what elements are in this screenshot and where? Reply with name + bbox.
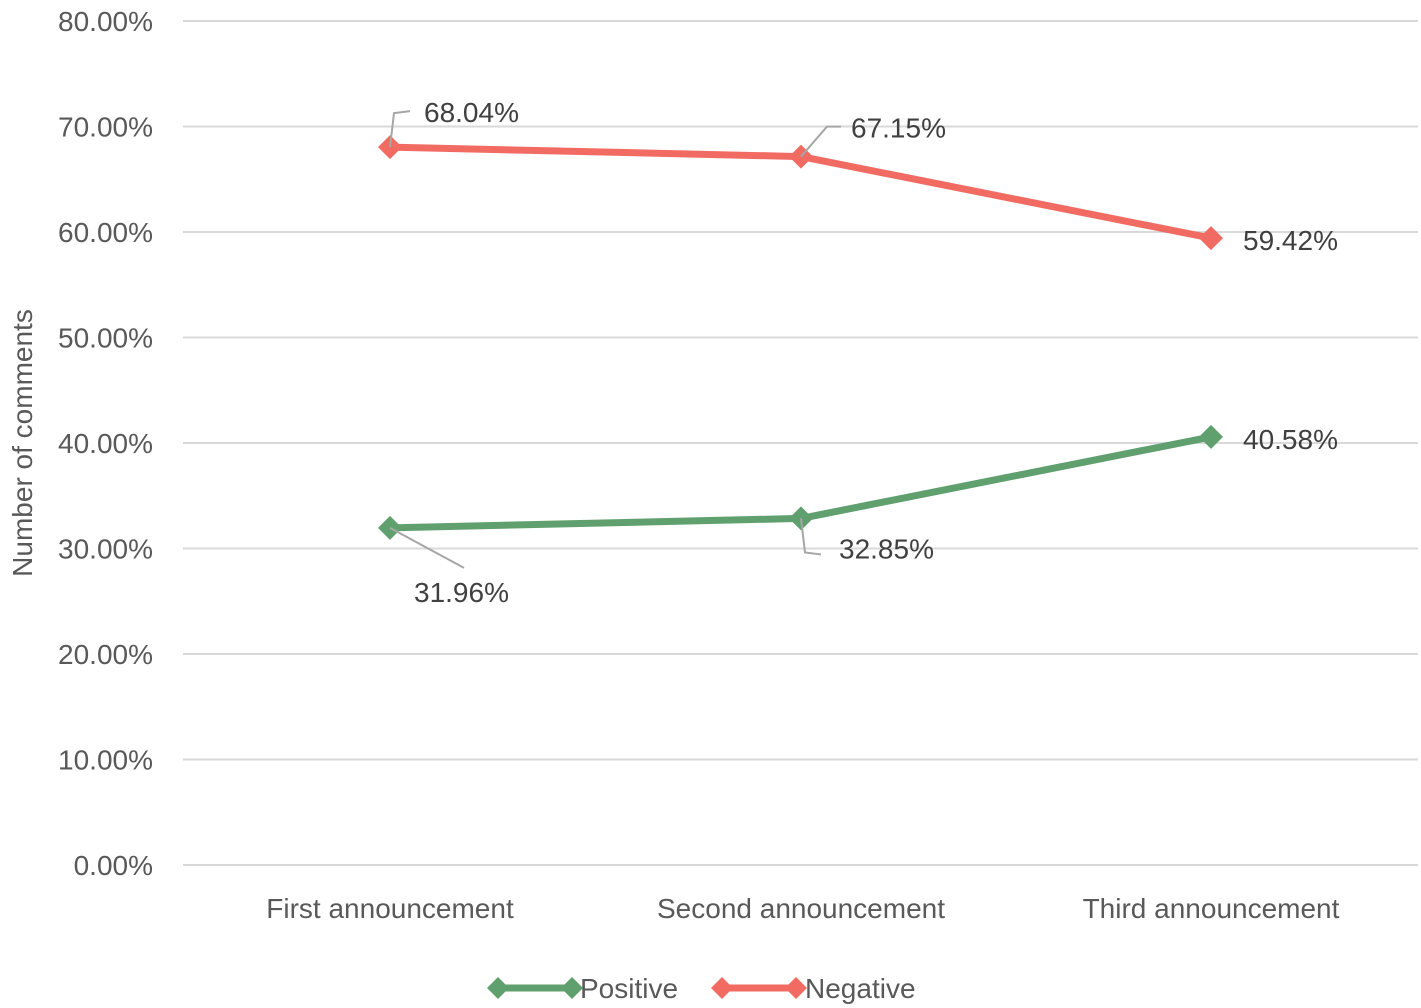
y-tick-label: 20.00% bbox=[58, 639, 153, 670]
data-label: 40.58% bbox=[1243, 424, 1338, 455]
y-tick-label: 40.00% bbox=[58, 428, 153, 459]
legend-item-positive[interactable]: Positive bbox=[487, 973, 678, 1004]
x-tick-label: Second announcement bbox=[657, 893, 945, 924]
legend-marker bbox=[711, 977, 733, 999]
y-tick-label: 80.00% bbox=[58, 6, 153, 37]
data-label: 31.96% bbox=[414, 577, 509, 608]
x-tick-label: Third announcement bbox=[1083, 893, 1340, 924]
leader-line bbox=[800, 125, 841, 158]
x-tick-label: First announcement bbox=[266, 893, 514, 924]
y-tick-label: 60.00% bbox=[58, 217, 153, 248]
y-axis-title: Number of comments bbox=[7, 309, 38, 577]
legend-item-negative[interactable]: Negative bbox=[711, 973, 916, 1004]
legend-marker bbox=[487, 977, 509, 999]
y-tick-label: 0.00% bbox=[74, 850, 153, 881]
gridlines bbox=[183, 20, 1418, 866]
x-axis: First announcement Second announcement Thi… bbox=[266, 893, 1339, 924]
data-labels: 31.96% 32.85% 40.58% 68.04% 67.15% 59.42% bbox=[389, 97, 1338, 608]
data-point-marker bbox=[1199, 226, 1223, 251]
leader-line bbox=[389, 526, 465, 569]
data-label: 67.15% bbox=[851, 113, 946, 144]
legend-label: Negative bbox=[805, 973, 916, 1004]
data-point-marker bbox=[1199, 424, 1223, 449]
leader-line bbox=[800, 518, 822, 556]
y-axis: 0.00% 10.00% 20.00% 30.00% 40.00% 50.00% 60.00… bbox=[58, 6, 153, 881]
legend-marker bbox=[561, 977, 583, 999]
data-label: 59.42% bbox=[1243, 225, 1338, 256]
legend-marker bbox=[785, 977, 807, 999]
leader-line bbox=[389, 110, 411, 148]
legend-label: Positive bbox=[580, 973, 678, 1004]
data-label: 68.04% bbox=[424, 97, 519, 128]
y-tick-label: 50.00% bbox=[58, 323, 153, 354]
y-tick-label: 10.00% bbox=[58, 745, 153, 776]
data-label: 32.85% bbox=[839, 533, 934, 564]
legend: Positive Negative bbox=[487, 973, 916, 1004]
y-tick-label: 30.00% bbox=[58, 534, 153, 565]
y-tick-label: 70.00% bbox=[58, 112, 153, 143]
